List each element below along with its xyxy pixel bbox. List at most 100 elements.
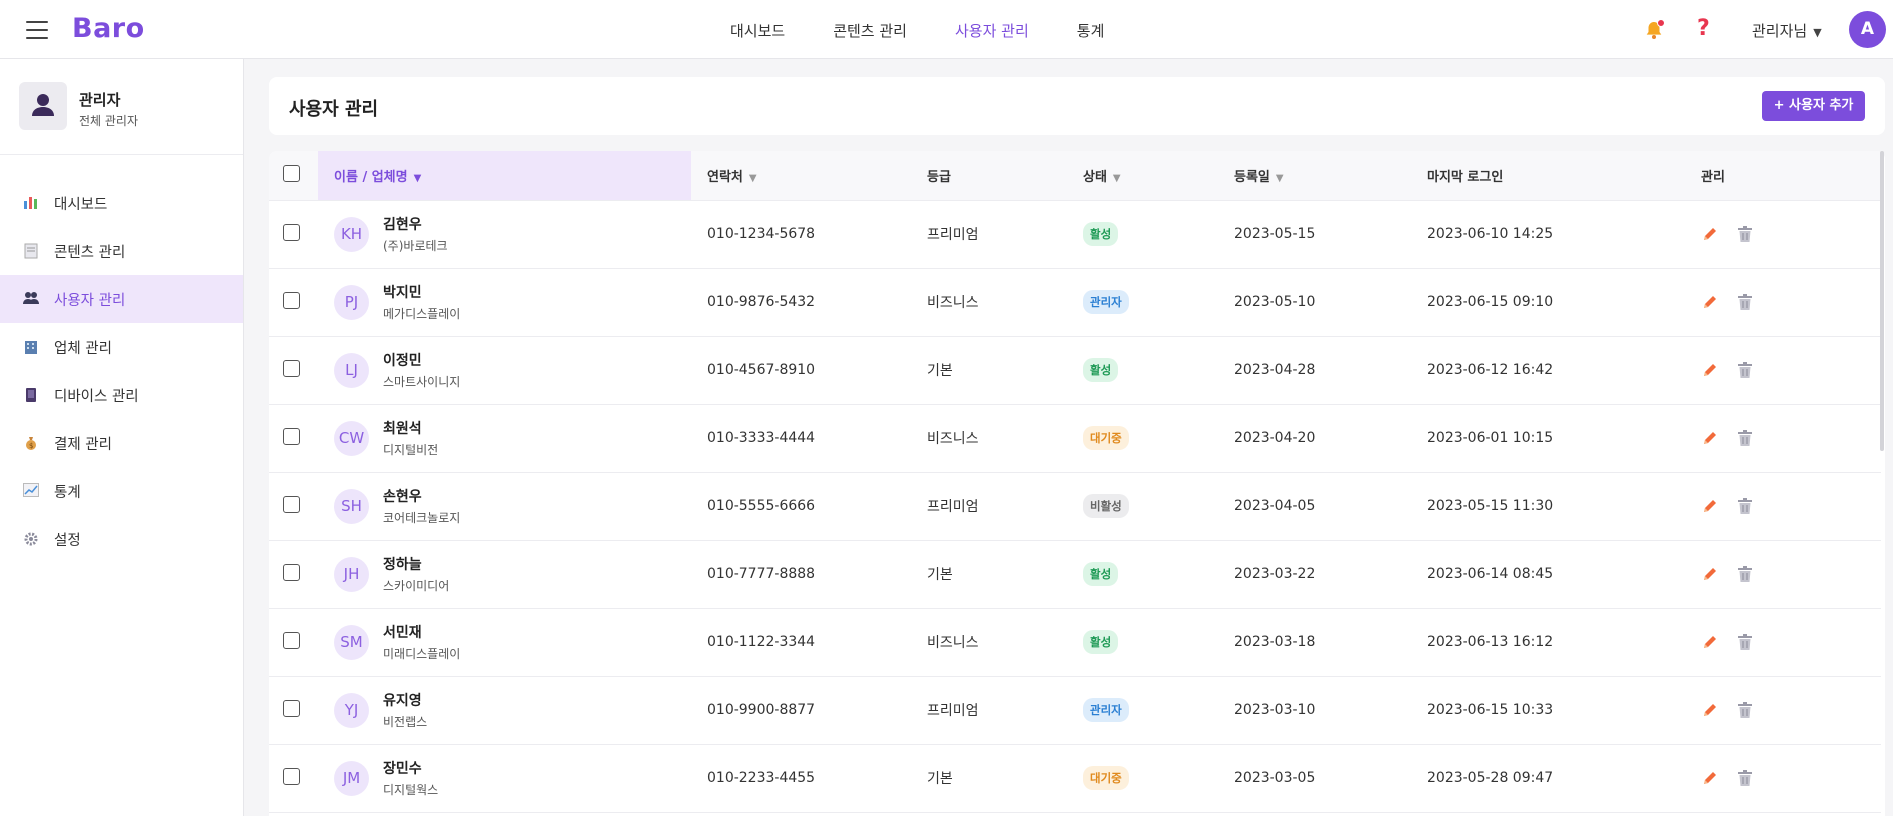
edit-pencil-icon[interactable] xyxy=(1701,497,1719,515)
sidebar-item-label: 업체 관리 xyxy=(54,340,112,357)
document-icon xyxy=(22,243,40,259)
sidebar-item-settings[interactable]: 설정 xyxy=(0,515,243,563)
column-header-name[interactable]: 이름 / 업체명 ▼ xyxy=(318,151,691,200)
user-avatar[interactable]: A xyxy=(1849,11,1886,48)
user-name: 최원석 xyxy=(383,421,422,437)
delete-trash-icon[interactable] xyxy=(1737,293,1753,311)
last-login-cell: 2023-06-01 10:15 xyxy=(1427,430,1554,446)
edit-pencil-icon[interactable] xyxy=(1701,429,1719,447)
table-row[interactable]: SM 서민재 미래디스플레이 010-1122-3344 비즈니스 활성 2023-03-1… xyxy=(269,608,1881,676)
delete-trash-icon[interactable] xyxy=(1737,769,1753,787)
row-checkbox[interactable] xyxy=(283,699,300,717)
top-bar: Baro 대시보드 콘텐츠 관리 사용자 관리 통계 ? 관리자님 ▼ A xyxy=(0,0,1893,59)
row-checkbox[interactable] xyxy=(283,631,300,649)
edit-pencil-icon[interactable] xyxy=(1701,701,1719,719)
delete-trash-icon[interactable] xyxy=(1737,497,1753,515)
topnav-dashboard[interactable]: 대시보드 xyxy=(730,22,786,40)
add-user-button[interactable]: + 사용자 추가 xyxy=(1762,91,1865,121)
row-select-cell xyxy=(269,336,318,404)
user-menu[interactable]: 관리자님 ▼ xyxy=(1752,20,1822,41)
sidebar-item-label: 설정 xyxy=(54,532,81,549)
hamburger-menu-icon[interactable] xyxy=(26,21,48,39)
company-name: (주)바로테크 xyxy=(383,239,448,253)
table-row[interactable]: JM 장민수 디지털웍스 010-2233-4455 기본 대기중 2023-03-05 20… xyxy=(269,744,1881,812)
phone-cell: 010-9900-8877 xyxy=(707,702,816,718)
column-header-contact[interactable]: 연락처 ▼ xyxy=(691,151,927,200)
table-row[interactable]: JH 정하늘 스카이미디어 010-7777-8888 기본 활성 2023-03-22 20… xyxy=(269,540,1881,608)
row-checkbox[interactable] xyxy=(283,291,300,309)
row-checkbox[interactable] xyxy=(283,359,300,377)
last-login-cell: 2023-06-15 09:10 xyxy=(1427,294,1554,310)
status-badge: 관리자 xyxy=(1083,290,1129,314)
status-badge: 대기중 xyxy=(1083,426,1129,450)
page-title: 사용자 관리 xyxy=(289,99,379,120)
manage-cell xyxy=(1687,268,1881,336)
topnav-stats[interactable]: 통계 xyxy=(1076,22,1105,40)
company-name: 디지털비전 xyxy=(383,443,439,457)
profile-avatar-icon xyxy=(19,82,67,130)
users-icon xyxy=(22,291,40,307)
delete-trash-icon[interactable] xyxy=(1737,701,1753,719)
delete-trash-icon[interactable] xyxy=(1737,565,1753,583)
sidebar-item-users[interactable]: 사용자 관리 xyxy=(0,275,243,323)
row-checkbox[interactable] xyxy=(283,563,300,581)
profile-role: 전체 관리자 xyxy=(79,114,139,128)
table-row[interactable]: PJ 박지민 메가디스플레이 010-9876-5432 비즈니스 관리자 2023-05-… xyxy=(269,268,1881,336)
column-header-label: 연락처 xyxy=(707,169,743,185)
delete-trash-icon[interactable] xyxy=(1737,225,1753,243)
edit-pencil-icon[interactable] xyxy=(1701,361,1719,379)
sidebar-item-companies[interactable]: 업체 관리 xyxy=(0,323,243,371)
sidebar-item-content[interactable]: 콘텐츠 관리 xyxy=(0,227,243,275)
topnav-users[interactable]: 사용자 관리 xyxy=(954,22,1029,40)
table-row[interactable]: SH 손현우 코어테크놀로지 010-5555-6666 프리미엄 비활성 2023-04-… xyxy=(269,472,1881,540)
column-header-registered[interactable]: 등록일 ▼ xyxy=(1234,151,1427,200)
sidebar-item-devices[interactable]: 디바이스 관리 xyxy=(0,371,243,419)
sidebar-item-payments[interactable]: $ 결제 관리 xyxy=(0,419,243,467)
topnav-content[interactable]: 콘텐츠 관리 xyxy=(833,22,907,40)
caret-down-icon: ▼ xyxy=(1813,26,1822,39)
name-cell: JH 정하늘 스카이미디어 xyxy=(318,540,691,608)
name-cell: KH 김현우 (주)바로테크 xyxy=(318,200,691,268)
svg-text:$: $ xyxy=(29,442,33,450)
edit-pencil-icon[interactable] xyxy=(1701,565,1719,583)
row-checkbox[interactable] xyxy=(283,223,300,241)
row-checkbox[interactable] xyxy=(283,495,300,513)
table-row[interactable]: YJ 유지영 비전랩스 010-9900-8877 프리미엄 관리자 2023-03-10 2… xyxy=(269,676,1881,744)
edit-pencil-icon[interactable] xyxy=(1701,293,1719,311)
user-initials-avatar: LJ xyxy=(334,352,369,388)
phone-cell: 010-2233-4455 xyxy=(707,770,816,786)
edit-pencil-icon[interactable] xyxy=(1701,769,1719,787)
sidebar-item-dashboard[interactable]: 대시보드 xyxy=(0,179,243,227)
table-row[interactable]: LJ 이정민 스마트사이니지 010-4567-8910 기본 활성 2023-04-28 2… xyxy=(269,336,1881,404)
registered-cell: 2023-05-15 xyxy=(1234,226,1316,242)
user-menu-label: 관리자님 xyxy=(1752,22,1808,40)
grade-cell: 기본 xyxy=(927,771,953,787)
select-all-checkbox[interactable] xyxy=(283,164,300,182)
delete-trash-icon[interactable] xyxy=(1737,361,1753,379)
building-icon xyxy=(22,339,40,355)
delete-trash-icon[interactable] xyxy=(1737,429,1753,447)
edit-pencil-icon[interactable] xyxy=(1701,633,1719,651)
table-body: KH 김현우 (주)바로테크 010-1234-5678 프리미엄 활성 2023-05-1… xyxy=(269,200,1881,812)
table-scrollbar[interactable] xyxy=(1880,151,1884,451)
manage-cell xyxy=(1687,676,1881,744)
table-row[interactable]: KH 김현우 (주)바로테크 010-1234-5678 프리미엄 활성 2023-05-1… xyxy=(269,200,1881,268)
bell-icon[interactable] xyxy=(1643,19,1665,41)
status-cell: 대기중 xyxy=(1083,744,1234,812)
user-name: 박지민 xyxy=(383,285,422,301)
row-select-cell xyxy=(269,200,318,268)
row-checkbox[interactable] xyxy=(283,767,300,785)
help-icon[interactable]: ? xyxy=(1697,16,1710,41)
status-cell: 관리자 xyxy=(1083,676,1234,744)
phone-cell: 010-7777-8888 xyxy=(707,566,816,582)
row-select-cell xyxy=(269,676,318,744)
table-row[interactable]: CW 최원석 디지털비전 010-3333-4444 비즈니스 대기중 2023-04-20… xyxy=(269,404,1881,472)
user-name: 이정민 xyxy=(383,353,422,369)
brand-logo[interactable]: Baro xyxy=(72,13,145,44)
edit-pencil-icon[interactable] xyxy=(1701,225,1719,243)
row-checkbox[interactable] xyxy=(283,427,300,445)
sidebar-item-stats[interactable]: 통계 xyxy=(0,467,243,515)
user-initials-avatar: YJ xyxy=(334,692,369,728)
delete-trash-icon[interactable] xyxy=(1737,633,1753,651)
column-header-status[interactable]: 상태 ▼ xyxy=(1083,151,1234,200)
